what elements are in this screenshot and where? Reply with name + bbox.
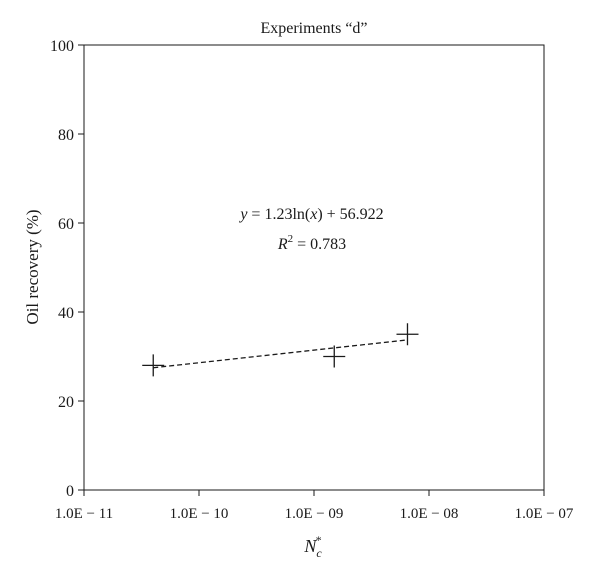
y-axis: 0 20 40 60 80 100 bbox=[50, 38, 84, 500]
data-point bbox=[142, 354, 165, 377]
x-tick-label: 1.0E − 11 bbox=[55, 506, 113, 522]
x-tick-label: 1.0E − 10 bbox=[170, 506, 229, 522]
x-axis-label: Nc* bbox=[303, 533, 322, 560]
trendline bbox=[153, 339, 408, 369]
trend-equation: y = 1.23ln(x) + 56.922 bbox=[238, 206, 383, 223]
trend-r-squared: R2 = 0.783 bbox=[277, 233, 346, 253]
data-point bbox=[396, 323, 419, 346]
plot-frame bbox=[83, 44, 545, 491]
y-tick-label: 60 bbox=[58, 216, 74, 233]
data-points bbox=[142, 323, 419, 377]
y-tick-label: 20 bbox=[58, 394, 74, 411]
y-tick-label: 80 bbox=[58, 127, 74, 144]
x-tick-label: 1.0E − 09 bbox=[285, 506, 344, 522]
y-tick-label: 0 bbox=[66, 483, 74, 500]
x-axis: 1.0E − 11 1.0E − 10 1.0E − 09 1.0E − 08 1.0E… bbox=[55, 490, 574, 522]
y-tick-label: 40 bbox=[58, 305, 74, 322]
data-point bbox=[323, 345, 346, 368]
x-tick-label: 1.0E − 07 bbox=[515, 506, 574, 522]
x-tick-label: 1.0E − 08 bbox=[400, 506, 459, 522]
y-axis-label: Oil recovery (%) bbox=[23, 209, 42, 324]
chart-title: Experiments “d” bbox=[260, 20, 367, 37]
y-tick-label: 100 bbox=[50, 38, 74, 55]
